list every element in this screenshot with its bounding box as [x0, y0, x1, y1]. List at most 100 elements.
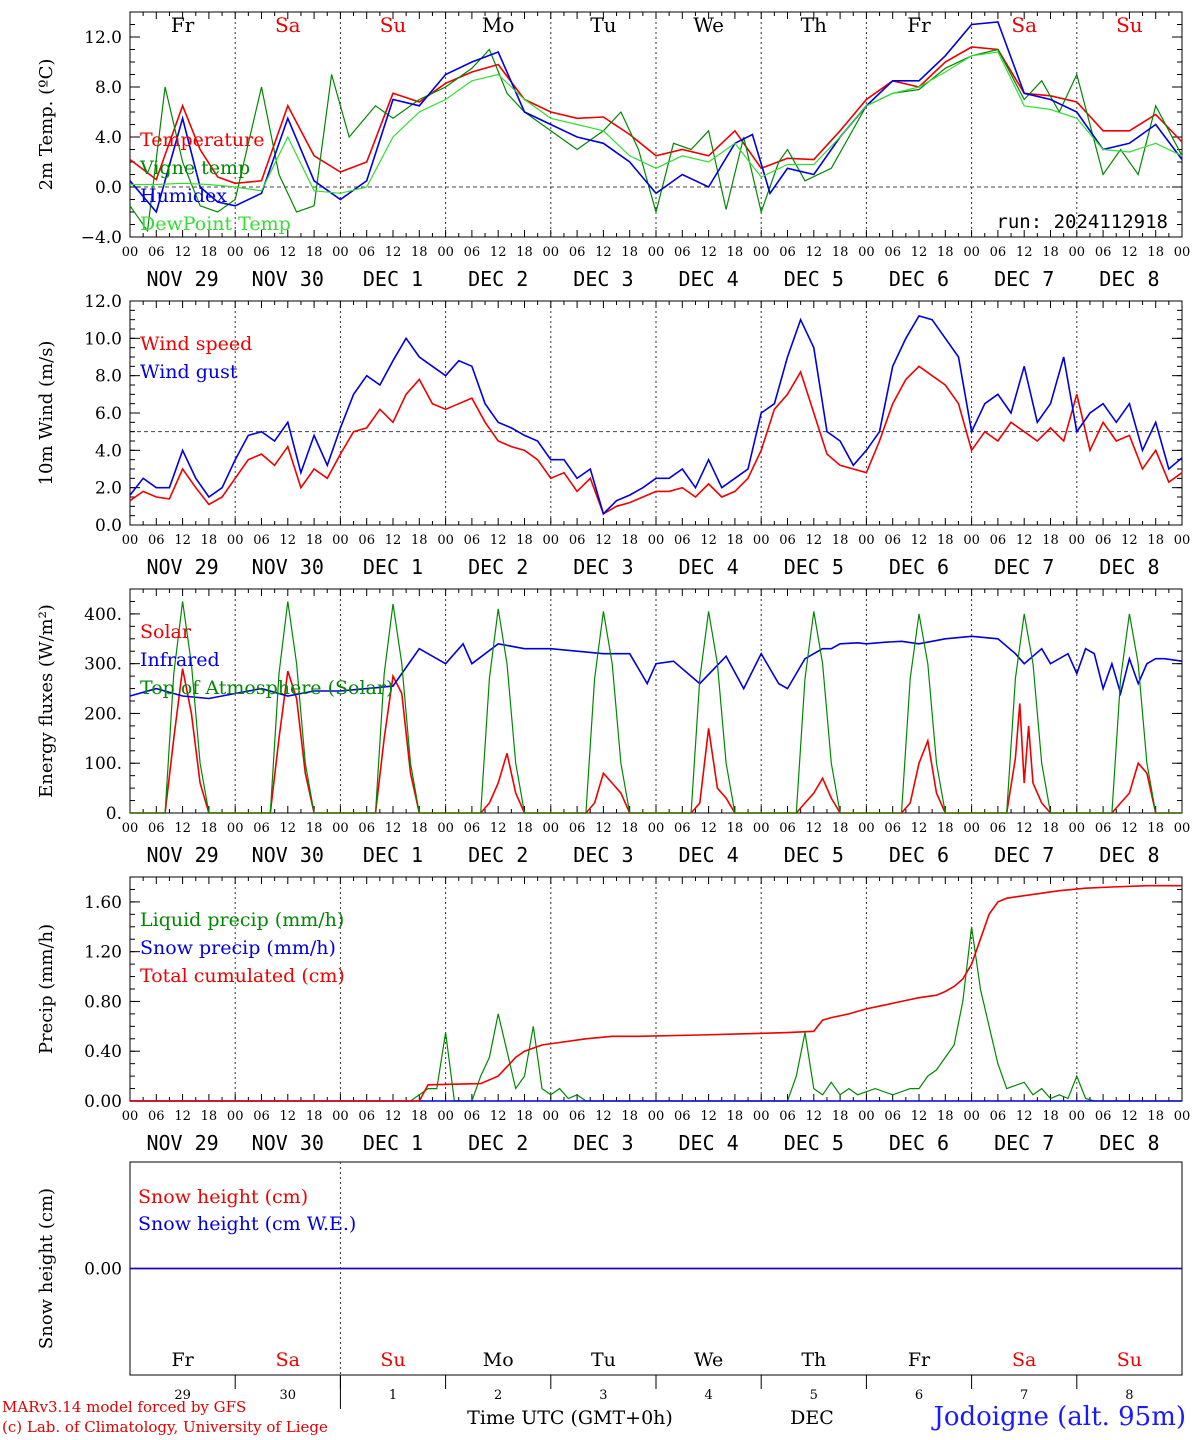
hour-label: 00 [437, 821, 454, 836]
hour-label: 00 [1174, 533, 1191, 548]
hour-label: 18 [306, 245, 323, 260]
day-of-week-label: Tu [590, 13, 616, 37]
hour-label: 00 [437, 533, 454, 548]
hour-label: 00 [543, 821, 560, 836]
date-label: DEC 8 [1099, 555, 1159, 579]
date-label: NOV 30 [252, 843, 324, 867]
station-label: Jodoigne (alt. 95m) [933, 1402, 1186, 1432]
hour-label: 18 [727, 821, 744, 836]
day-number-label: 30 [280, 1388, 297, 1403]
hour-label: 12 [174, 1109, 191, 1124]
energy-series-red-line [130, 668, 1182, 814]
date-label: DEC 1 [363, 555, 423, 579]
temp-legend-lightgreen: DewPoint Temp [140, 213, 291, 235]
hour-label: 12 [1016, 533, 1033, 548]
date-label: NOV 29 [146, 555, 218, 579]
hour-label: 06 [569, 1109, 586, 1124]
temp-legend-darkgreen: Vigne temp [139, 157, 250, 179]
hour-label: 00 [332, 245, 349, 260]
hour-label: 12 [280, 821, 297, 836]
hour-label: 12 [174, 245, 191, 260]
temp-ytick-label: 4.0 [95, 128, 122, 148]
hour-label: 18 [937, 821, 954, 836]
hour-label: 00 [543, 533, 560, 548]
hour-label: 06 [1095, 245, 1112, 260]
hour-label: 18 [937, 245, 954, 260]
hour-label: 06 [674, 533, 691, 548]
energy-ytick-label: 400. [84, 605, 122, 625]
date-label: DEC 2 [468, 267, 528, 291]
temp-ytick-label: 8.0 [95, 78, 122, 98]
hour-label: 12 [911, 821, 928, 836]
hour-label: 18 [1147, 821, 1164, 836]
energy-ytick-label: 100. [84, 754, 122, 774]
hour-label: 06 [358, 821, 375, 836]
hour-label: 12 [1121, 1109, 1138, 1124]
hour-label: 18 [832, 821, 849, 836]
hour-label: 00 [227, 1109, 244, 1124]
hour-label: 00 [648, 1109, 665, 1124]
wind-series-red-line [129, 365, 1183, 515]
snow-day-of-week-label: Mo [483, 1349, 514, 1371]
precip-legend-darkgreen: Liquid precip (mm/h) [140, 909, 344, 931]
energy-ytick-label: 0. [106, 804, 122, 824]
hour-label: 06 [253, 245, 270, 260]
hour-label: 18 [727, 533, 744, 548]
hour-label: 00 [543, 1109, 560, 1124]
date-label: DEC 6 [889, 267, 949, 291]
precip-ytick-label: 0.40 [84, 1042, 122, 1062]
hour-label: 06 [779, 1109, 796, 1124]
day-number-label: 8 [1125, 1388, 1133, 1403]
hour-label: 06 [779, 821, 796, 836]
energy-legend-darkgreen: Top of Atmosphere (Solar) [140, 677, 393, 699]
hour-label: 18 [727, 245, 744, 260]
energy-legend-blue: Infrared [140, 649, 220, 671]
precip-series-red-line [130, 884, 1182, 1102]
day-of-week-label: Sa [275, 13, 301, 37]
hour-label: 00 [332, 821, 349, 836]
wind-ytick-label: 4.0 [95, 441, 122, 461]
wind-ytick-label: 2.0 [95, 479, 122, 499]
snow-day-of-week-label: Th [801, 1349, 826, 1371]
hour-label: 12 [385, 245, 402, 260]
precip-ytick-label: 0.00 [84, 1092, 122, 1112]
hour-label: 00 [963, 821, 980, 836]
day-number-label: 29 [174, 1388, 191, 1403]
date-label: DEC 7 [994, 843, 1054, 867]
hour-label: 06 [253, 533, 270, 548]
date-label: DEC 8 [1099, 1131, 1159, 1155]
snow-day-of-week-label: Su [380, 1349, 405, 1371]
wind-ytick-label: 12.0 [84, 292, 122, 312]
hour-label: 18 [516, 821, 533, 836]
hour-label: 00 [753, 533, 770, 548]
date-label: DEC 6 [889, 843, 949, 867]
precip-legend-blue: Snow precip (mm/h) [140, 937, 336, 959]
hour-label: 00 [122, 821, 139, 836]
hour-label: 18 [306, 533, 323, 548]
hour-label: 18 [306, 821, 323, 836]
run-label: run: 2024112918 [996, 211, 1168, 233]
snow-day-of-week-label: Fr [171, 1349, 194, 1371]
hour-label: 12 [700, 533, 717, 548]
snow-day-of-week-label: Tu [591, 1349, 616, 1371]
hour-label: 12 [595, 245, 612, 260]
date-label: NOV 30 [252, 555, 324, 579]
hour-label: 12 [280, 245, 297, 260]
hour-label: 00 [1174, 821, 1191, 836]
hour-label: 18 [832, 533, 849, 548]
hour-label: 06 [569, 821, 586, 836]
hour-label: 12 [806, 245, 823, 260]
date-label: NOV 30 [252, 1131, 324, 1155]
hour-label: 12 [806, 1109, 823, 1124]
hour-label: 00 [753, 821, 770, 836]
hour-label: 00 [648, 245, 665, 260]
hour-label: 00 [227, 533, 244, 548]
hour-label: 18 [1042, 533, 1059, 548]
hour-label: 00 [122, 245, 139, 260]
temp-legend-blue: Humidex [140, 185, 227, 207]
hour-label: 00 [1069, 245, 1086, 260]
hour-label: 00 [332, 1109, 349, 1124]
wind-ytick-label: 6.0 [95, 404, 122, 424]
wind-legend-red: Wind speed [140, 333, 252, 355]
snow-day-of-week-label: Su [1117, 1349, 1142, 1371]
